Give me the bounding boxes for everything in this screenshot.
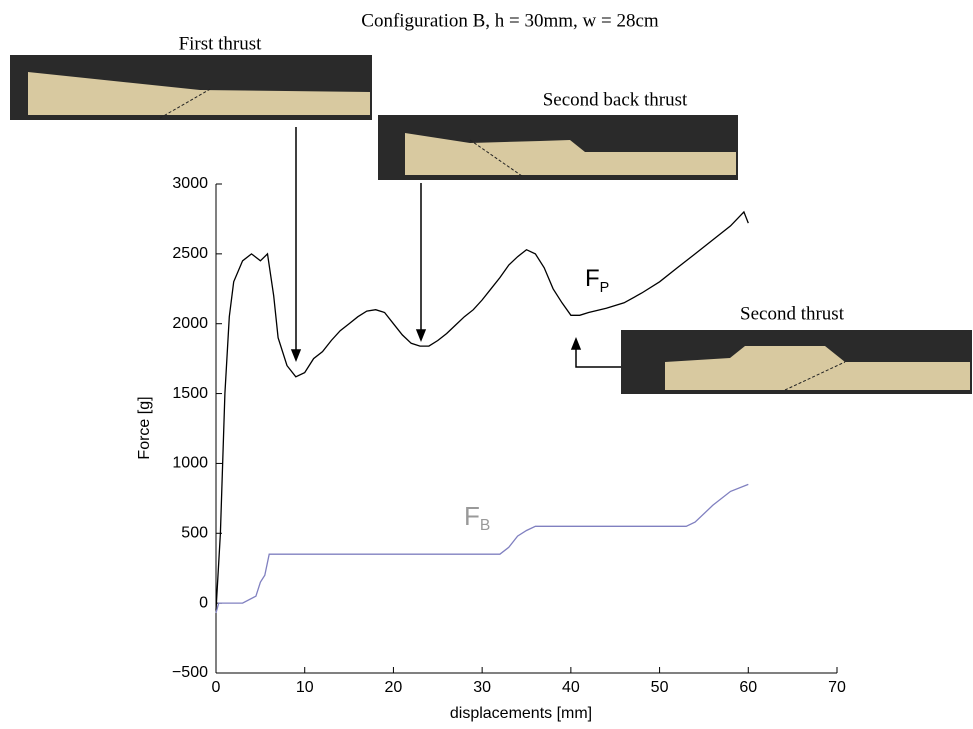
- y-tick-label: 2000: [172, 315, 208, 332]
- inset-photo: [621, 330, 972, 394]
- series-name: F: [464, 501, 480, 531]
- x-tick-label: 10: [296, 679, 314, 696]
- series-name: F: [585, 265, 600, 292]
- y-tick-label: 1500: [172, 385, 208, 402]
- y-tick-label: 1000: [172, 455, 208, 472]
- series-subscript: P: [600, 280, 610, 296]
- series-label: FP: [585, 265, 609, 295]
- y-tick-label: 3000: [172, 175, 208, 192]
- y-tick-label: 0: [199, 594, 208, 611]
- x-tick-label: 30: [473, 679, 491, 696]
- inset-photo: [10, 55, 372, 120]
- y-tick-label: 500: [181, 525, 208, 542]
- annotation: Second thrust: [740, 303, 845, 324]
- arrow: [290, 127, 621, 368]
- data-line: [215, 483, 749, 614]
- chart-title: Configuration B, h = 30mm, w = 28cm: [361, 10, 659, 31]
- annotation: First thrust: [179, 33, 263, 54]
- y-tick-label: 2500: [172, 245, 208, 262]
- y-axis-label: Force [g]: [136, 396, 153, 459]
- x-tick-label: 0: [212, 679, 221, 696]
- data-line: [215, 210, 749, 611]
- annotation: Second back thrust: [543, 89, 688, 110]
- x-tick-label: 20: [385, 679, 403, 696]
- inset-photo: [378, 115, 738, 180]
- y-tick-label: −500: [172, 664, 208, 681]
- x-axis-label: displacements [mm]: [450, 705, 592, 722]
- x-tick-label: 50: [651, 679, 669, 696]
- x-tick-label: 40: [562, 679, 580, 696]
- x-tick-label: 60: [739, 679, 757, 696]
- series-subscript: B: [480, 517, 490, 534]
- series-label: FB: [464, 501, 490, 534]
- x-tick-label: 70: [828, 679, 846, 696]
